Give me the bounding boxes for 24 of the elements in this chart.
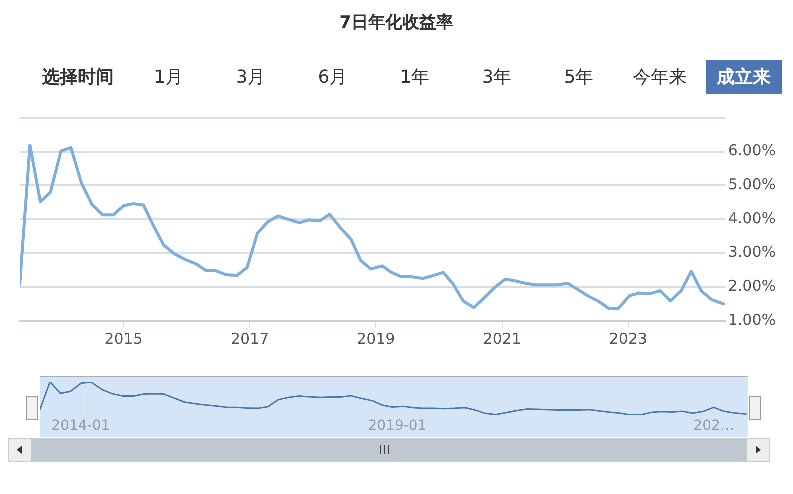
y-tick-label: 6.00% [728,142,776,160]
chart-title: 7日年化收益率 [338,12,454,35]
x-tick-label: 2017 [230,330,270,348]
text: 6月 [317,66,349,89]
text: 5年 [563,66,595,89]
y-tick-label: 2.00% [728,277,776,296]
x-tick-label: 2019 [357,330,396,348]
text: 3月 [235,66,267,89]
x-tick-label: 2015 [104,330,143,348]
x-tick-label: 2014-01 [52,418,110,434]
text: 1年 [399,66,431,89]
text: 3年 [481,66,513,89]
text: 成立来 [706,60,782,94]
text: 今年来 [632,66,688,89]
y-tick-label: 3.00% [728,243,776,262]
y-tick-label: 1.00% [728,310,776,329]
text: 选择时间 [41,66,115,89]
y-tick-label: 4.00% [728,209,776,228]
y-tick-label: 5.00% [728,176,776,194]
x-tick-label: 202… [694,418,734,434]
x-tick-label: 2019-01 [368,418,427,434]
x-tick-label: 2023 [609,330,648,348]
x-tick-label: 2021 [483,330,522,348]
text: 1月 [153,66,185,89]
